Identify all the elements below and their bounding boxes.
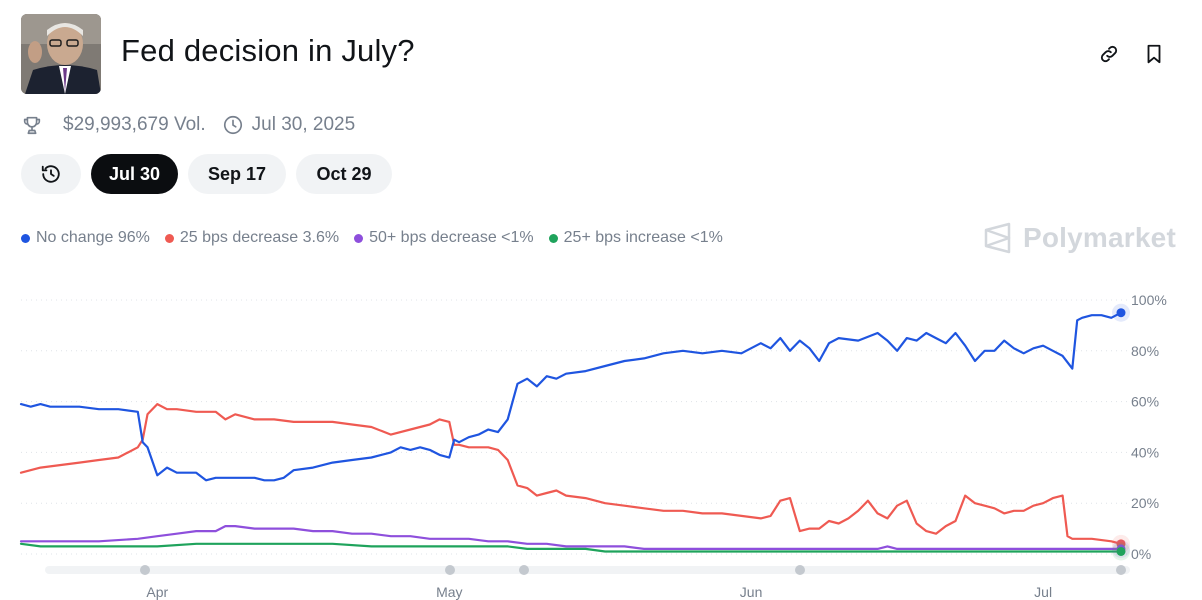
- series-end-point[interactable]: [1116, 308, 1126, 318]
- chart-series: [19, 303, 1130, 561]
- market-meta: $29,993,679 Vol. Jul 30, 2025: [21, 114, 355, 136]
- market-thumbnail: [21, 14, 101, 94]
- y-tick-label: 60%: [1131, 394, 1159, 410]
- legend-dot: [548, 233, 558, 243]
- tab-jul-30[interactable]: Jul 30: [91, 154, 178, 194]
- y-tick-label: 20%: [1131, 495, 1159, 511]
- y-tick-label: 80%: [1131, 343, 1159, 359]
- series-line: [19, 525, 1123, 550]
- trophy-icon: [21, 114, 43, 136]
- legend-dot: [164, 233, 174, 243]
- series-end-point[interactable]: [1116, 546, 1126, 556]
- market-title: Fed decision in July?: [121, 33, 415, 68]
- range-marker[interactable]: [795, 565, 805, 575]
- legend-item-25-decrease: 25 bps decrease 3.6%: [164, 229, 340, 247]
- y-tick-label: 0%: [1131, 546, 1151, 562]
- series-line: [19, 403, 1123, 545]
- history-icon: [41, 165, 60, 183]
- legend-label: No change 96%: [36, 229, 150, 246]
- chart-axes: 100% 80% 60% 40% 20% 0% Apr May Jun Jul: [45, 292, 1167, 600]
- x-tick-label: Jul: [1034, 584, 1052, 600]
- y-tick-label: 40%: [1131, 444, 1159, 460]
- range-marker[interactable]: [140, 565, 150, 575]
- legend-dot: [354, 233, 364, 243]
- clock-icon: [222, 114, 244, 136]
- chart-legend: No change 96% 25 bps decrease 3.6% 50+ b…: [21, 229, 738, 247]
- polymarket-logo-icon: [984, 222, 1011, 254]
- end-date-text: Jul 30, 2025: [251, 114, 356, 135]
- range-marker[interactable]: [445, 565, 455, 575]
- legend-item-50-decrease: 50+ bps decrease <1%: [354, 229, 534, 247]
- bookmark-icon[interactable]: [1140, 40, 1168, 68]
- link-icon[interactable]: [1095, 40, 1123, 68]
- volume-text: $29,993,679 Vol.: [63, 114, 206, 135]
- brand-name: Polymarket: [1023, 222, 1176, 253]
- series-line: [19, 542, 1123, 553]
- legend-label: 50+ bps decrease <1%: [369, 229, 534, 246]
- x-tick-label: Jun: [740, 584, 763, 600]
- range-marker[interactable]: [1116, 565, 1126, 575]
- legend-dot: [21, 233, 30, 243]
- range-marker[interactable]: [519, 565, 529, 575]
- legend-item-25-increase: 25+ bps increase <1%: [548, 229, 723, 247]
- portrait-image: [21, 14, 101, 94]
- history-button[interactable]: [21, 154, 81, 194]
- tab-sep-17[interactable]: Sep 17: [188, 154, 286, 194]
- x-tick-label: May: [436, 584, 462, 600]
- series-line: [19, 311, 1123, 482]
- x-tick-label: Apr: [146, 584, 168, 600]
- time-range-track[interactable]: [45, 566, 1130, 574]
- legend-item-no-change: No change 96%: [21, 229, 150, 247]
- chart-grid: [21, 299, 1128, 555]
- tab-oct-29[interactable]: Oct 29: [296, 154, 392, 194]
- polymarket-watermark: Polymarket: [983, 222, 1176, 254]
- y-tick-label: 100%: [1131, 292, 1167, 308]
- legend-label: 25 bps decrease 3.6%: [179, 229, 340, 246]
- legend-label: 25+ bps increase <1%: [563, 229, 723, 246]
